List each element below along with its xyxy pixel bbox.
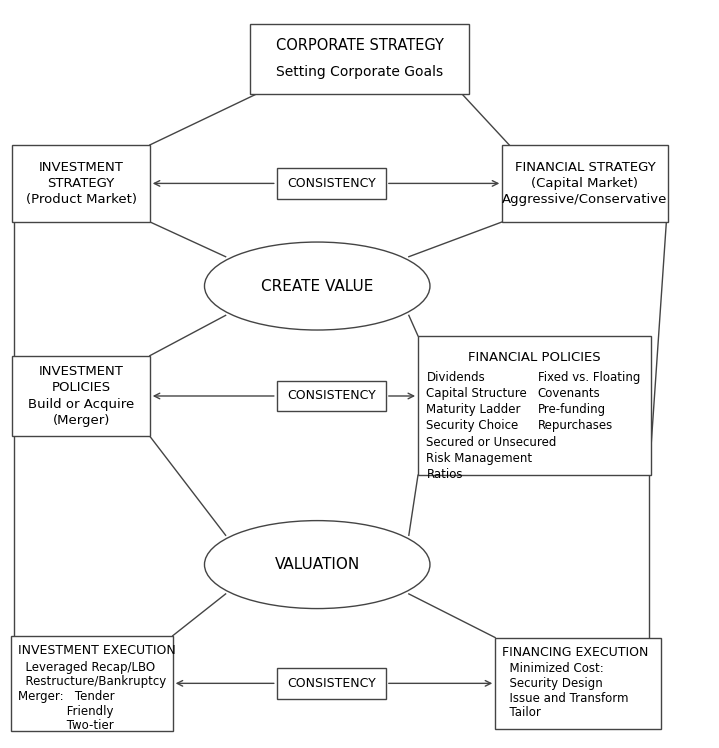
Text: FINANCING EXECUTION: FINANCING EXECUTION [502, 646, 649, 659]
Ellipse shape [204, 521, 430, 609]
Ellipse shape [204, 242, 430, 330]
Text: FINANCIAL POLICIES: FINANCIAL POLICIES [468, 351, 600, 364]
Text: CORPORATE STRATEGY: CORPORATE STRATEGY [275, 38, 444, 53]
FancyBboxPatch shape [11, 636, 173, 731]
Text: Secured or Unsecured: Secured or Unsecured [426, 435, 557, 449]
Text: POLICIES: POLICIES [52, 381, 111, 394]
Text: INVESTMENT: INVESTMENT [39, 161, 124, 174]
Text: Tailor: Tailor [502, 706, 541, 720]
Text: Dividends: Dividends [426, 371, 485, 384]
Text: Aggressive/Conservative: Aggressive/Conservative [503, 193, 668, 206]
Text: Repurchases: Repurchases [538, 420, 613, 432]
FancyBboxPatch shape [495, 637, 661, 729]
FancyBboxPatch shape [277, 168, 386, 199]
FancyBboxPatch shape [250, 24, 469, 94]
Text: Issue and Transform: Issue and Transform [502, 692, 628, 705]
FancyBboxPatch shape [12, 356, 150, 436]
Text: Build or Acquire: Build or Acquire [28, 397, 134, 411]
Text: STRATEGY: STRATEGY [47, 177, 115, 190]
Text: INVESTMENT: INVESTMENT [39, 365, 124, 378]
Text: Covenants: Covenants [538, 387, 600, 400]
Text: Ratios: Ratios [426, 468, 463, 481]
Text: CREATE VALUE: CREATE VALUE [261, 278, 373, 293]
Text: Maturity Ladder: Maturity Ladder [426, 403, 521, 417]
Text: FINANCIAL STRATEGY: FINANCIAL STRATEGY [515, 161, 655, 174]
Text: Restructure/Bankruptcy: Restructure/Bankruptcy [18, 675, 166, 688]
Text: Minimized Cost:: Minimized Cost: [502, 663, 604, 675]
Text: Merger:   Tender: Merger: Tender [18, 690, 114, 703]
Text: INVESTMENT EXECUTION: INVESTMENT EXECUTION [18, 645, 175, 657]
Text: Two-tier: Two-tier [18, 720, 114, 732]
Text: VALUATION: VALUATION [275, 557, 360, 572]
FancyBboxPatch shape [277, 668, 386, 699]
Text: (Product Market): (Product Market) [26, 193, 137, 206]
FancyBboxPatch shape [418, 336, 651, 475]
Text: Setting Corporate Goals: Setting Corporate Goals [276, 65, 443, 79]
Text: Capital Structure: Capital Structure [426, 387, 527, 400]
Text: Security Design: Security Design [502, 677, 603, 690]
Text: Friendly: Friendly [18, 705, 114, 717]
Text: CONSISTENCY: CONSISTENCY [287, 390, 376, 402]
Text: CONSISTENCY: CONSISTENCY [287, 177, 376, 190]
FancyBboxPatch shape [502, 145, 668, 222]
FancyBboxPatch shape [12, 145, 150, 222]
Text: Security Choice: Security Choice [426, 420, 518, 432]
Text: (Capital Market): (Capital Market) [531, 177, 638, 190]
Text: CONSISTENCY: CONSISTENCY [287, 677, 376, 690]
Text: Risk Management: Risk Management [426, 452, 533, 465]
Text: Pre-funding: Pre-funding [538, 403, 606, 417]
Text: Leveraged Recap/LBO: Leveraged Recap/LBO [18, 660, 155, 674]
Text: Fixed vs. Floating: Fixed vs. Floating [538, 371, 640, 384]
FancyBboxPatch shape [277, 381, 386, 411]
Text: (Merger): (Merger) [52, 414, 110, 426]
